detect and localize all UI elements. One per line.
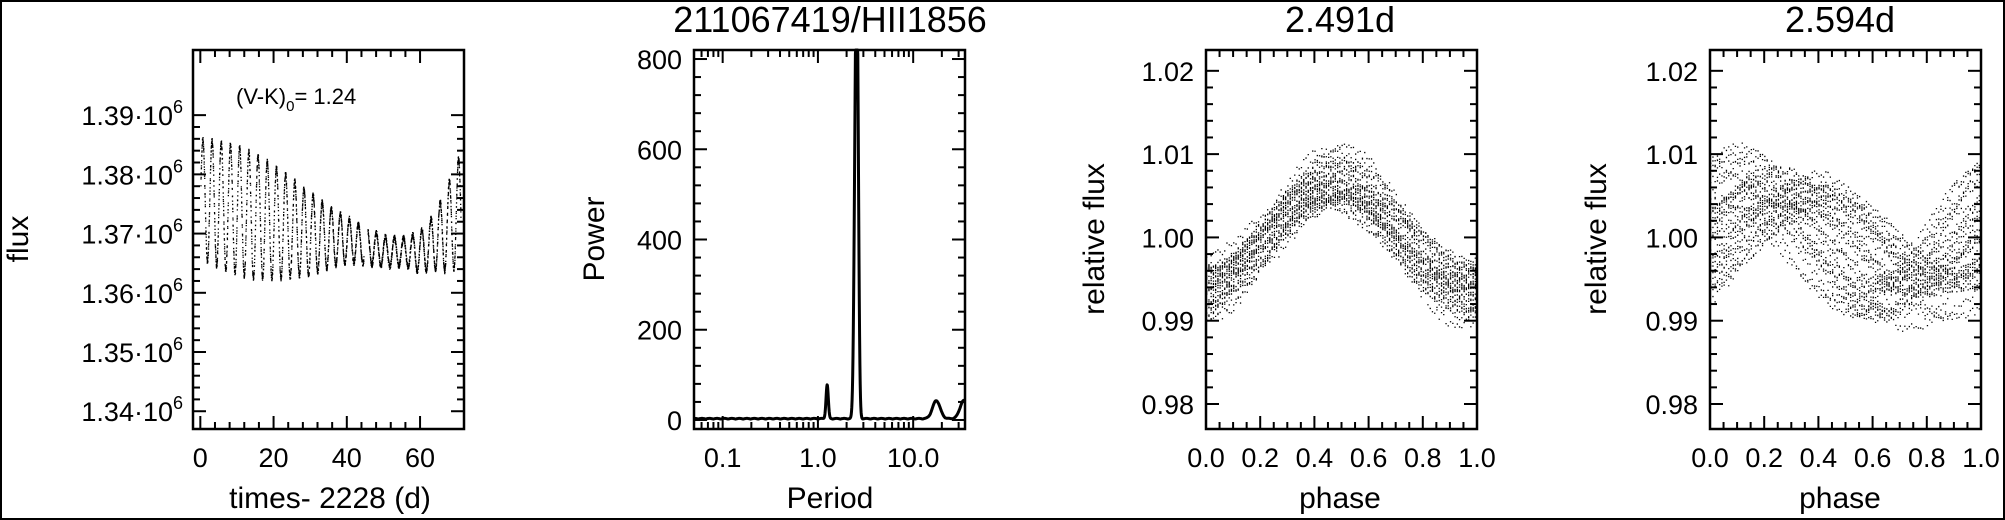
x-tick-label: 0.2 [1745,443,1783,473]
color-index-annotation: (V-K)0= 1.24 [236,84,356,115]
y-tick-label: 0 [667,406,682,436]
x-tick-label: 0.1 [704,443,742,473]
y-tick-label: 1.35·106 [81,334,183,368]
x-tick-label: 60 [405,443,435,473]
phase-fold-1-ticks: 0.0 0.2 0.4 0.6 0.8 1.0 0.98 0.99 1.00 1.01 1.02 [1141,50,1496,473]
phase-fold-1-xlabel: phase [1299,482,1381,515]
phase-fold-1-ylabel: relative flux [1078,163,1111,315]
y-tick-label: 1.01 [1141,140,1194,170]
x-tick-label: 0.8 [1908,443,1946,473]
phase-fold-1-frame [1204,48,1479,431]
y-tick-label: 1.00 [1141,223,1194,253]
phase-fold-2-title: 2.594d [1785,0,1895,40]
y-tick-label: 0.99 [1645,307,1698,337]
y-tick-label: 1.37·106 [81,216,183,250]
panel-periodogram: 0 200 400 600 800 0.1 1.0 10.0 211067419/HII185… [578,0,987,515]
x-tick-label: 0.8 [1404,443,1442,473]
y-tick-label: 200 [637,316,682,346]
x-tick-label: 0.0 [1187,443,1225,473]
x-tick-label: 10.0 [887,443,940,473]
light-curve-frame [191,48,466,431]
phase-fold-2-ticks: 0.0 0.2 0.4 0.6 0.8 1.0 0.98 0.99 1.00 1.01 1.02 [1645,50,2000,473]
phase-fold-1-title: 2.491d [1285,0,1395,40]
y-tick-label: 0.99 [1141,307,1194,337]
x-tick-label: 0 [193,443,208,473]
x-tick-label: 1.0 [1458,443,1496,473]
y-tick-label: 600 [637,135,682,165]
y-tick-label: 1.02 [1645,57,1698,87]
periodogram-frame [692,48,967,431]
y-tick-label: 1.39·106 [81,97,183,131]
periodogram-xlabel: Period [787,482,874,515]
phase-fold-2-frame [1708,48,1983,431]
x-tick-label: 0.6 [1854,443,1892,473]
periodogram-title: 211067419/HII1856 [673,0,987,40]
panel-phase-fold-2: 0.0 0.2 0.4 0.6 0.8 1.0 0.98 0.99 1.00 1.01 1.02 2… [1580,0,2000,515]
periodogram-line [692,48,967,421]
panel-light-curve: 0 20 40 60 1.34·106 1.35·106 1.36·106 1.37·106 1… [2,48,466,515]
y-tick-label: 400 [637,226,682,256]
light-curve-samples [200,137,462,282]
y-tick-label: 1.38·106 [81,156,183,190]
x-tick-label: 1.0 [799,443,837,473]
light-curve-points [200,137,462,282]
x-tick-label: 0.4 [1800,443,1838,473]
periodogram-ylabel: Power [578,196,611,281]
light-curve-xlabel: times- 2228 (d) [229,482,431,515]
panel-phase-fold-1: 0.0 0.2 0.4 0.6 0.8 1.0 0.98 0.99 1.00 1.01 1.02 2… [1078,0,1496,515]
y-tick-label: 1.36·106 [81,275,183,309]
y-tick-label: 1.00 [1645,223,1698,253]
phase-fold-2-ylabel: relative flux [1580,163,1613,315]
y-tick-label: 1.34·106 [81,393,183,427]
light-curve-ylabel: flux [2,216,35,263]
x-tick-label: 1.0 [1962,443,2000,473]
phase-fold-2-xlabel: phase [1799,482,1881,515]
light-curve-ticks: 0 20 40 60 1.34·106 1.35·106 1.36·106 1.37·106 1… [81,50,464,473]
x-tick-label: 0.0 [1691,443,1729,473]
x-tick-label: 0.6 [1350,443,1388,473]
y-tick-label: 1.02 [1141,57,1194,87]
y-tick-label: 0.98 [1141,390,1194,420]
x-tick-label: 20 [259,443,289,473]
y-tick-label: 0.98 [1645,390,1698,420]
y-tick-label: 1.01 [1645,140,1698,170]
y-tick-label: 800 [637,45,682,75]
x-tick-label: 40 [332,443,362,473]
x-tick-label: 0.4 [1296,443,1334,473]
x-tick-label: 0.2 [1241,443,1279,473]
